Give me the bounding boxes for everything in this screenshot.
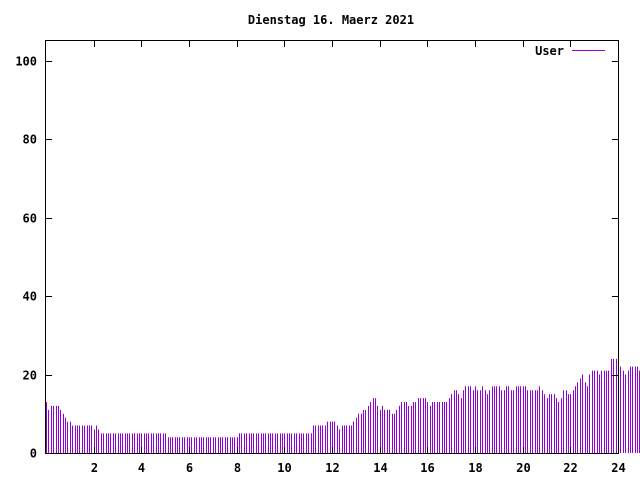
x-tick-label: 18 — [468, 461, 482, 475]
x-tick-label: 2 — [91, 461, 98, 475]
plot-frame — [45, 40, 619, 454]
x-tick-label: 4 — [138, 461, 145, 475]
x-tick-label: 24 — [611, 461, 625, 475]
y-tick-label: 0 — [30, 447, 37, 461]
y-tick-label: 80 — [23, 133, 37, 147]
legend: User — [535, 44, 605, 58]
y-tick-label: 20 — [23, 369, 37, 383]
y-tick-label: 100 — [15, 55, 37, 69]
x-tick-label: 12 — [325, 461, 339, 475]
y-tick-label: 40 — [23, 290, 37, 304]
x-tick-label: 20 — [516, 461, 530, 475]
chart-title: Dienstag 16. Maerz 2021 — [248, 13, 414, 27]
x-tick-label: 14 — [373, 461, 387, 475]
legend-label: User — [535, 44, 564, 58]
x-tick-label: 8 — [234, 461, 241, 475]
x-tick-label: 6 — [186, 461, 193, 475]
x-tick-label: 16 — [420, 461, 434, 475]
x-tick-label: 10 — [277, 461, 291, 475]
bar-series — [46, 358, 640, 453]
y-tick-label: 60 — [23, 212, 37, 226]
x-tick-label: 22 — [563, 461, 577, 475]
